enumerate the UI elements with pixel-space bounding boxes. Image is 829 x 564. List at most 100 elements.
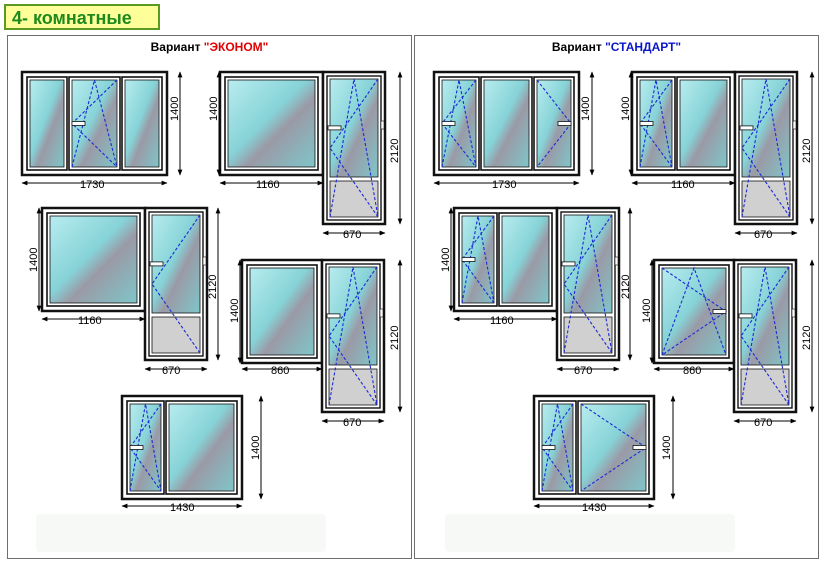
dim-height-1400: 1400	[208, 97, 220, 121]
glass-pane	[29, 79, 65, 168]
glass-pane	[483, 79, 530, 168]
reflection	[36, 514, 326, 552]
handle	[441, 121, 456, 126]
opening-line	[740, 266, 790, 406]
handle	[712, 309, 727, 314]
glass-pane	[501, 215, 550, 304]
dim-width-670: 670	[574, 365, 592, 377]
dim-height-2120: 2120	[389, 326, 401, 350]
opening-line	[329, 78, 379, 218]
dim-height-2120: 2120	[620, 275, 632, 299]
handle	[71, 121, 86, 126]
dim-width-1160: 1160	[78, 315, 102, 327]
hinge	[202, 256, 207, 266]
variant-title-econom: Вариант "ЭКОНОМ"	[8, 40, 411, 54]
dim-width-670: 670	[754, 229, 772, 241]
reflection	[445, 514, 735, 552]
glass-pane	[679, 79, 728, 168]
dim-height-1400: 1400	[229, 299, 241, 323]
handle	[149, 261, 164, 267]
handle	[461, 257, 476, 262]
hinge	[380, 120, 385, 130]
opening-line	[580, 403, 647, 492]
dim-height-1400: 1400	[661, 436, 673, 460]
opening-line	[563, 214, 613, 354]
tilt-line	[541, 403, 574, 492]
opening-line	[151, 214, 201, 354]
variant-title-standart: Вариант "СТАНДАРТ"	[415, 40, 818, 54]
dim-height-1400: 1400	[641, 299, 653, 323]
page-title: 4- комнатные	[12, 8, 132, 28]
tilt-line	[129, 403, 162, 492]
dim-height-2120: 2120	[801, 326, 813, 350]
tilt-line	[741, 78, 791, 218]
tilt-line	[328, 266, 378, 406]
glass-pane	[124, 79, 160, 168]
dim-width-670: 670	[754, 417, 772, 429]
variant-prefix: Вариант	[150, 40, 204, 54]
glass-pane	[249, 267, 315, 356]
dim-width-670: 670	[343, 229, 361, 241]
handle	[541, 445, 556, 450]
handle	[557, 121, 572, 126]
dim-width-1160: 1160	[671, 179, 695, 191]
drawing-layer	[20, 70, 815, 509]
door-panel	[329, 180, 379, 218]
dim-width-1430: 1430	[170, 502, 194, 514]
handle	[639, 121, 654, 126]
opening-line	[541, 403, 574, 492]
page-title-box: 4- комнатные	[4, 4, 160, 30]
hinge	[792, 120, 797, 130]
door-panel	[151, 316, 201, 354]
door-panel	[740, 368, 790, 406]
dim-width-1160: 1160	[490, 315, 514, 327]
dim-width-1730: 1730	[492, 179, 516, 191]
handle	[327, 125, 342, 131]
dim-height-1400: 1400	[250, 436, 262, 460]
dim-height-1400: 1400	[28, 248, 40, 272]
handle	[739, 125, 754, 131]
door-panel	[563, 316, 613, 354]
dim-width-860: 860	[271, 365, 289, 377]
hinge	[614, 256, 619, 266]
tilt-line	[661, 266, 727, 356]
tilt-line	[639, 79, 673, 168]
tilt-line	[329, 78, 379, 218]
dim-height-2120: 2120	[389, 139, 401, 163]
glass-pane	[168, 403, 235, 492]
opening-line	[461, 215, 495, 304]
dim-width-670: 670	[162, 365, 180, 377]
handle	[561, 261, 576, 267]
dim-width-1160: 1160	[256, 179, 280, 191]
variant-name: "ЭКОНОМ"	[203, 40, 269, 54]
dim-height-1400: 1400	[440, 248, 452, 272]
handle	[129, 445, 144, 450]
tilt-line	[740, 266, 790, 406]
dim-width-670: 670	[343, 417, 361, 429]
opening-line	[129, 403, 162, 492]
dim-height-1400: 1400	[169, 97, 181, 121]
dim-height-1400: 1400	[580, 97, 592, 121]
tilt-line	[441, 79, 477, 168]
opening-line	[741, 78, 791, 218]
door-panel	[328, 368, 378, 406]
handle	[738, 313, 753, 319]
tilt-line	[563, 214, 613, 354]
opening-line	[328, 266, 378, 406]
opening-line	[639, 79, 673, 168]
variant-prefix: Вариант	[551, 40, 606, 54]
dim-width-1730: 1730	[80, 179, 104, 191]
door-panel	[741, 180, 791, 218]
dim-height-2120: 2120	[207, 275, 219, 299]
glass-pane	[227, 79, 316, 168]
tilt-line	[461, 215, 495, 304]
dim-height-1400: 1400	[620, 97, 632, 121]
dim-width-1430: 1430	[582, 502, 606, 514]
dim-width-860: 860	[683, 365, 701, 377]
hinge	[791, 308, 796, 318]
variant-name: "СТАНДАРТ"	[605, 40, 682, 54]
handle	[326, 313, 341, 319]
handle	[632, 445, 647, 450]
